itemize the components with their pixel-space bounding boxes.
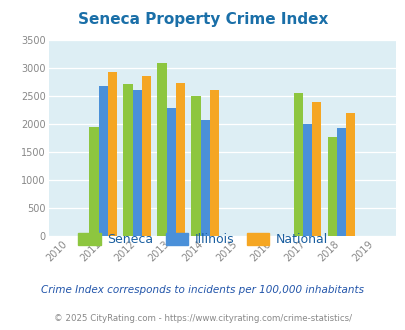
Bar xyxy=(336,128,345,236)
Bar xyxy=(123,84,132,236)
Bar xyxy=(191,96,200,236)
Legend: Seneca, Illinois, National: Seneca, Illinois, National xyxy=(73,228,332,251)
Bar xyxy=(157,63,166,236)
Bar xyxy=(98,85,107,236)
Text: Crime Index corresponds to incidents per 100,000 inhabitants: Crime Index corresponds to incidents per… xyxy=(41,285,364,295)
Text: Seneca Property Crime Index: Seneca Property Crime Index xyxy=(78,12,327,26)
Bar xyxy=(327,137,336,236)
Bar xyxy=(89,127,98,236)
Bar xyxy=(132,90,141,236)
Bar xyxy=(209,90,219,236)
Bar xyxy=(166,108,175,236)
Bar xyxy=(311,102,320,236)
Bar xyxy=(107,72,117,236)
Text: © 2025 CityRating.com - https://www.cityrating.com/crime-statistics/: © 2025 CityRating.com - https://www.city… xyxy=(54,314,351,323)
Bar xyxy=(200,120,209,236)
Bar xyxy=(302,124,311,236)
Bar xyxy=(141,76,151,236)
Bar xyxy=(345,113,354,236)
Bar xyxy=(293,93,302,236)
Bar xyxy=(175,83,185,236)
